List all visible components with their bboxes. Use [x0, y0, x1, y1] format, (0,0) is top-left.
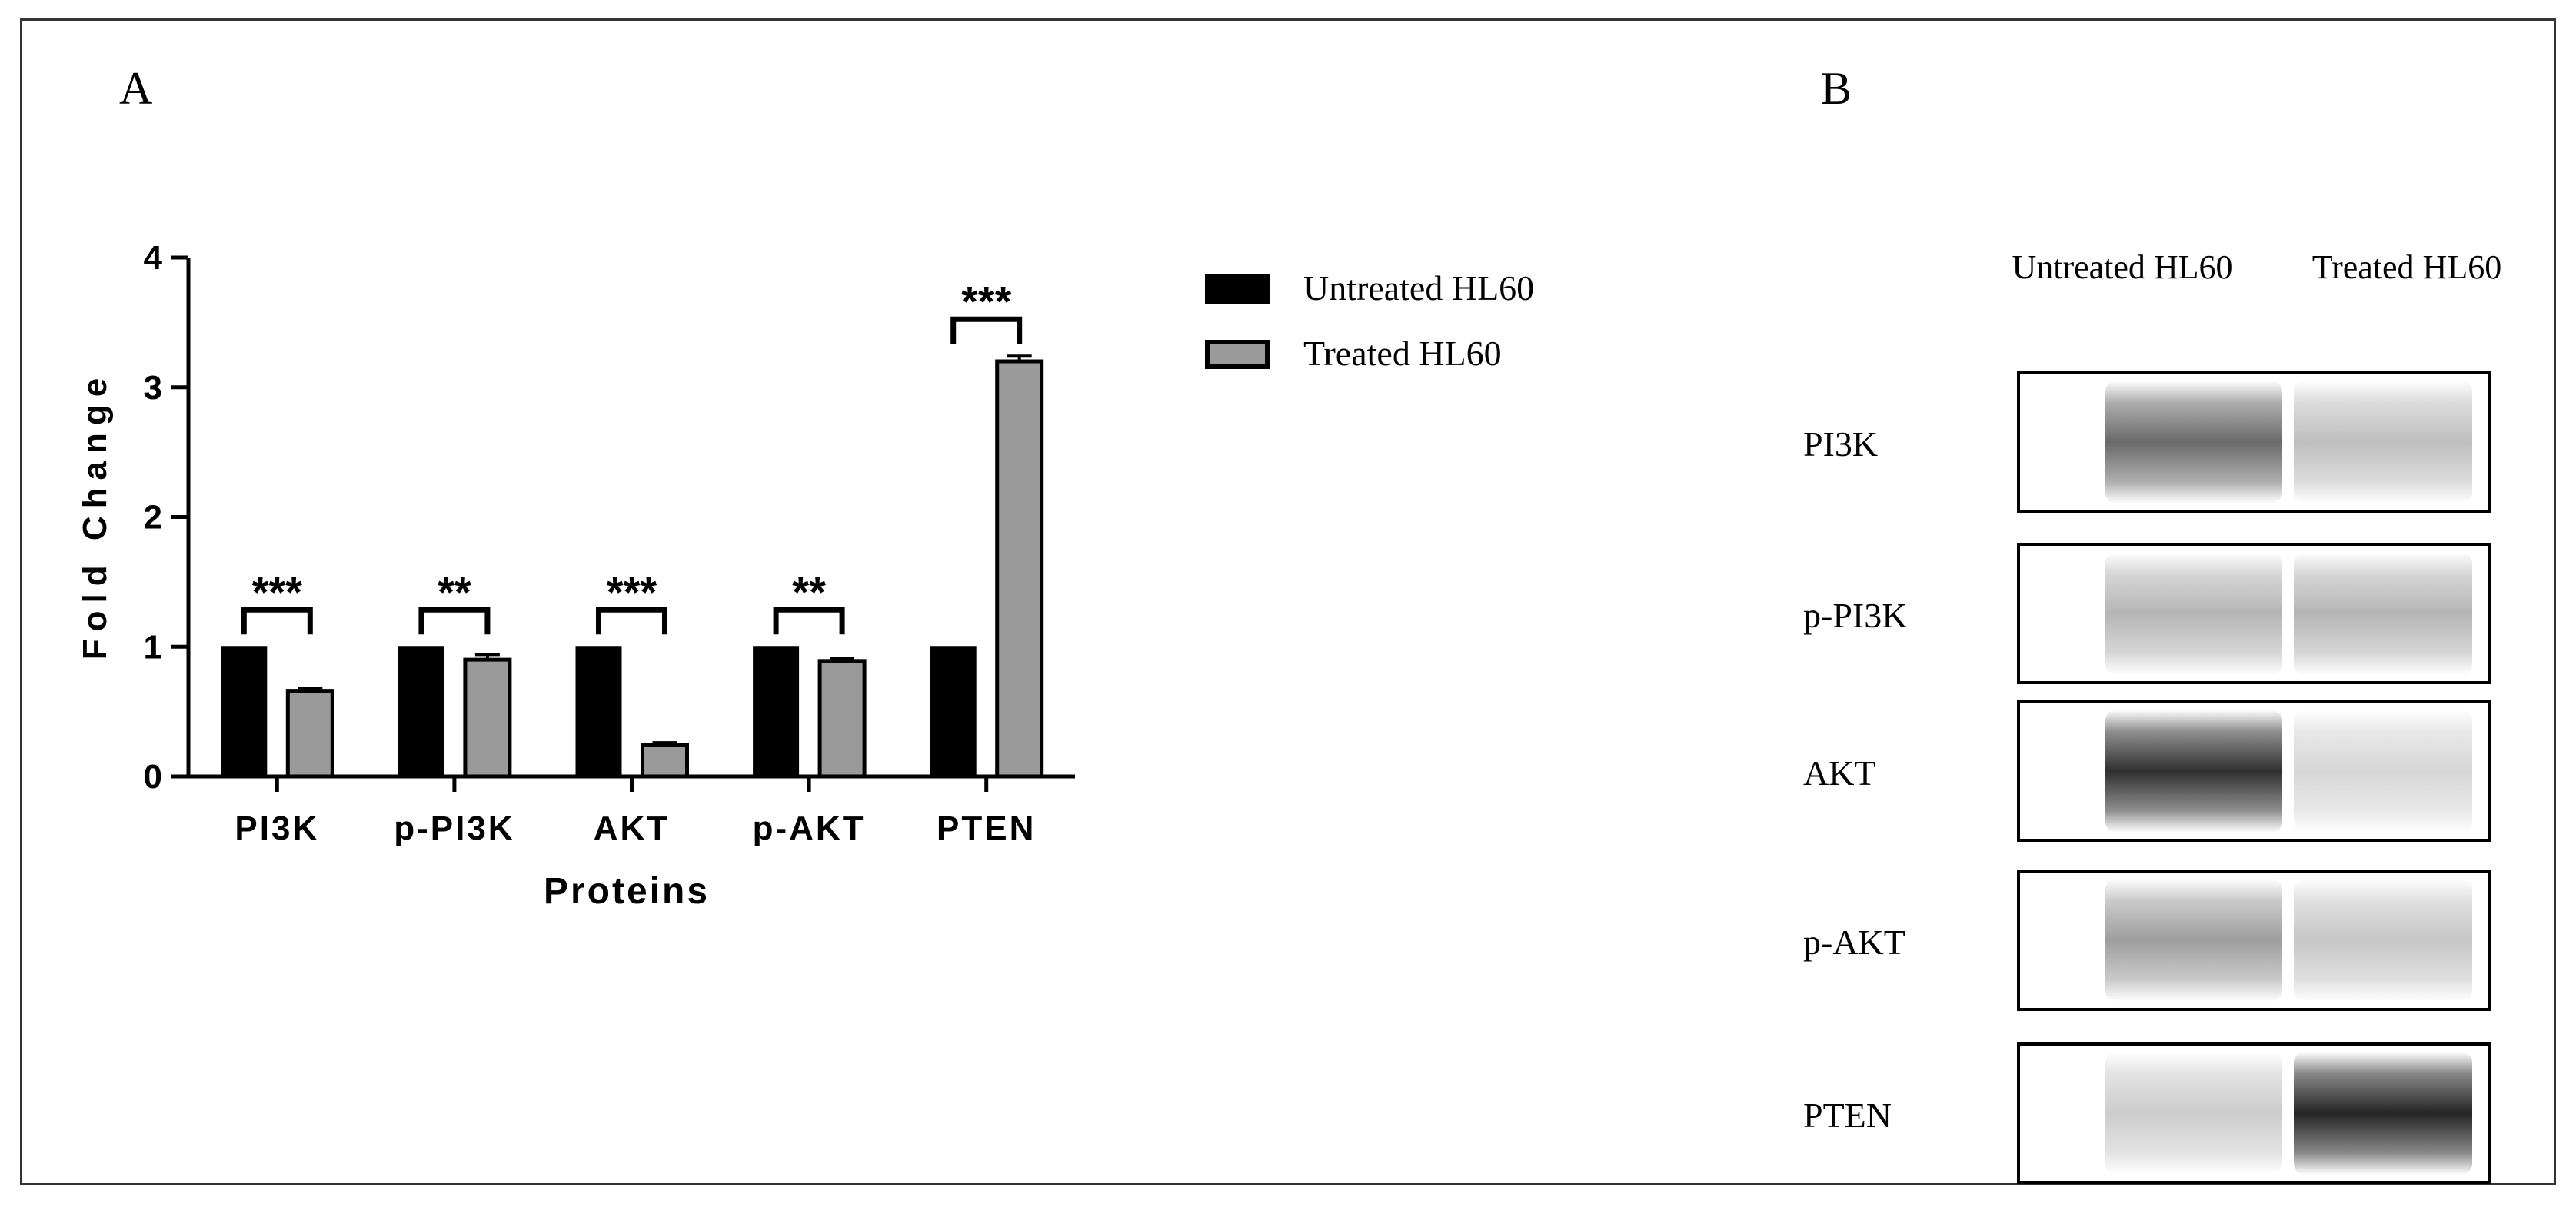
y-tick-label: 0 — [144, 758, 162, 796]
bar-treated — [463, 657, 512, 779]
significance-bracket — [241, 607, 313, 635]
significance-label: *** — [961, 277, 1012, 325]
blot-row-label: PTEN — [1803, 1096, 1892, 1135]
blot-row-label: PI3K — [1803, 424, 1878, 464]
figure-frame — [20, 18, 2556, 1185]
significance-bracket — [773, 607, 845, 635]
x-axis: PI3K p-PI3K AKT p-AKT PTEN — [188, 774, 1075, 847]
blot-row: p-AKT — [1803, 870, 2491, 1011]
bar-treated — [995, 359, 1044, 779]
significance-bracket — [596, 607, 667, 635]
significance-label: ** — [438, 567, 471, 616]
x-tick-label: p-PI3K — [394, 810, 514, 847]
y-tick-label: 2 — [144, 499, 162, 537]
bar-untreated — [221, 646, 268, 777]
x-tick-label: PTEN — [937, 810, 1036, 847]
legend-label: Treated HL60 — [1303, 334, 1502, 373]
blot-band — [2105, 552, 2282, 675]
y-tick-label: 3 — [144, 369, 162, 407]
bar-untreated — [575, 646, 622, 777]
y-axis: 0 1 2 3 4 — [144, 239, 191, 796]
blot-rows: PI3K p-PI3K AKT p-AKT PTEN — [1803, 371, 2491, 1184]
western-blot-panel: Untreated HL60 Treated HL60 PI3K p-PI3K AKT… — [1803, 248, 2501, 1184]
x-axis-label: Proteins — [544, 871, 710, 912]
panel-a-label: A — [119, 63, 152, 114]
y-tick-label: 4 — [144, 239, 163, 277]
bar-untreated — [930, 646, 977, 777]
significance-bracket — [418, 607, 491, 635]
blot-row: PTEN — [1803, 1042, 2491, 1184]
significance-markers: *** ** *** ***** — [241, 277, 1023, 635]
significance-label: ** — [792, 567, 826, 616]
blot-band — [2294, 879, 2472, 1002]
bar-treated — [285, 689, 334, 779]
bars — [221, 354, 1044, 779]
blot-row: AKT — [1803, 700, 2491, 842]
legend: Untreated HL60 Treated HL60 — [1205, 268, 1534, 373]
blot-row-label: p-PI3K — [1803, 596, 1907, 635]
blot-row: PI3K — [1803, 371, 2491, 513]
blot-band — [2294, 381, 2472, 504]
x-tick-label: PI3K — [235, 810, 319, 847]
bar-treated — [817, 659, 867, 779]
significance-bracket — [950, 316, 1023, 344]
blot-row-label: AKT — [1803, 753, 1876, 793]
blot-column-labels: Untreated HL60 Treated HL60 — [2012, 248, 2501, 286]
y-tick-label: 1 — [144, 628, 162, 666]
bar-chart: Fold Change Proteins 0 1 2 3 4 PI3K p-PI3K AKT… — [76, 239, 1534, 912]
blot-band — [2294, 710, 2472, 833]
significance-label: *** — [252, 567, 303, 616]
legend-swatch — [1205, 274, 1270, 304]
significance-label: *** — [607, 567, 657, 616]
legend-swatch — [1205, 340, 1270, 369]
legend-label: Untreated HL60 — [1303, 268, 1534, 308]
blot-column-label: Treated HL60 — [2312, 248, 2501, 286]
blot-column-label: Untreated HL60 — [2012, 248, 2232, 286]
blot-row: p-PI3K — [1803, 543, 2491, 684]
bar-untreated — [398, 646, 444, 777]
bar-treated — [641, 743, 689, 779]
blot-band — [2105, 1052, 2282, 1175]
bar-untreated — [753, 646, 800, 777]
blot-band — [2294, 1052, 2472, 1175]
blot-band — [2294, 552, 2472, 675]
x-tick-label: p-AKT — [753, 810, 866, 847]
blot-band — [2105, 879, 2282, 1002]
y-axis-label: Fold Change — [76, 371, 114, 660]
x-tick-label: AKT — [594, 810, 670, 847]
blot-row-label: p-AKT — [1803, 923, 1905, 962]
blot-band — [2105, 381, 2282, 504]
blot-band — [2105, 710, 2282, 833]
panel-b-label: B — [1821, 63, 1852, 114]
